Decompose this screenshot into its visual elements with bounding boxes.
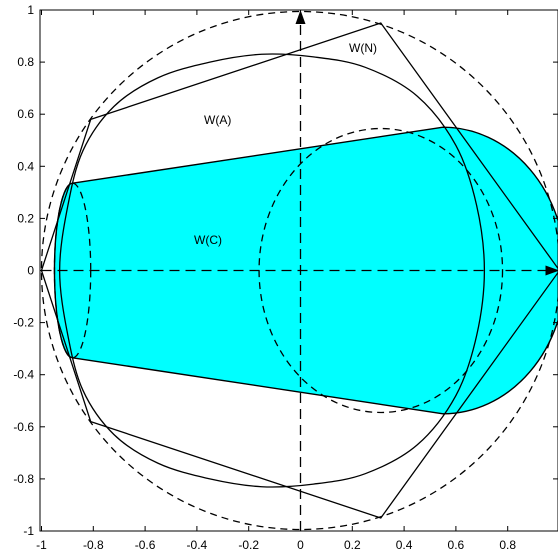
x-axis-ticks: -1 -0.8 -0.6 -0.4 -0.2 0 0.2 0.4 0.6 0.8 [36,10,516,552]
x-tick-label: -0.6 [135,538,156,552]
y-tick-label: -0.2 [13,316,34,330]
x-tick-label: 0.4 [396,538,413,552]
label-w-a: W(A) [204,113,231,127]
y-tick-label: 0.2 [17,211,34,225]
x-tick-label: -0.4 [187,538,208,552]
y-tick-label: 0 [27,264,34,278]
y-tick-label: 0.8 [17,55,34,69]
y-tick-label: -0.6 [13,420,34,434]
y-axis-arrowhead [295,10,306,24]
y-tick-label: -1 [23,524,34,538]
x-tick-label: -0.2 [238,538,259,552]
label-w-c: W(C) [194,233,222,247]
x-tick-label: -1 [36,538,47,552]
y-tick-label: 0.4 [17,159,34,173]
x-tick-label: 0.8 [499,538,516,552]
x-tick-label: 0 [297,538,304,552]
y-tick-label: -0.8 [13,472,34,486]
y-tick-label: -0.4 [13,368,34,382]
w-a-curve [58,53,486,488]
x-tick-label: -0.8 [83,538,104,552]
y-tick-label: 1 [27,3,34,17]
y-axis-ticks: 1 0.8 0.6 0.4 0.2 0 -0.2 -0.4 -0.6 -0.8 -1 [13,3,558,538]
y-tick-label: 0.6 [17,107,34,121]
x-axis-arrowhead [545,265,558,276]
x-tick-label: 0.2 [344,538,361,552]
x-tick-label: 0.6 [448,538,465,552]
label-w-n: W(N) [349,41,377,55]
